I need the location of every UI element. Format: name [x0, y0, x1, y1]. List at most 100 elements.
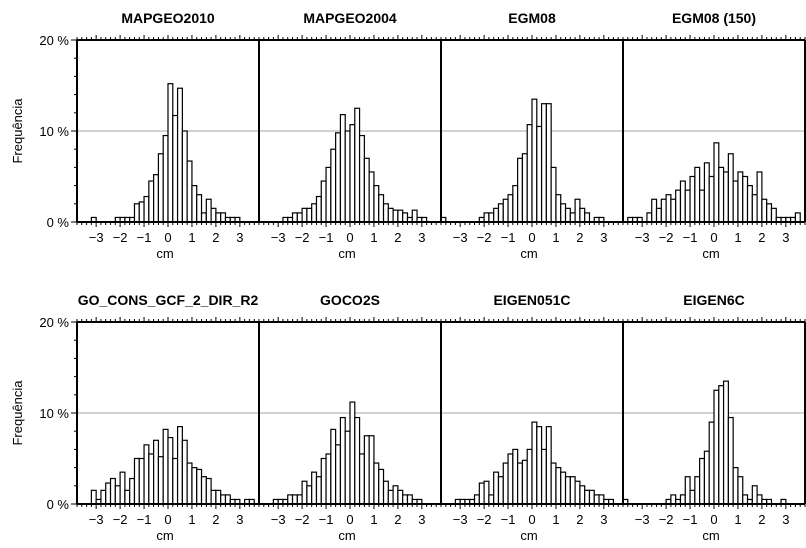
histogram-bar: [215, 489, 222, 505]
histogram-panel: −3 −2 −1 0 1 2 3 cm EIGEN6C: [622, 292, 806, 543]
histogram-bar: [536, 426, 543, 505]
histogram-bar: [315, 195, 322, 223]
x-tick-label: −1: [501, 230, 516, 245]
y-tick-label: 20 %: [39, 33, 69, 48]
panel-title: EGM08 (150): [672, 10, 756, 26]
panel-title: EIGEN6C: [683, 292, 744, 308]
x-tick-label: 0: [710, 512, 717, 527]
histogram-bar: [133, 457, 140, 505]
x-tick-label: −2: [295, 230, 310, 245]
histogram-bar: [488, 212, 495, 223]
histogram-bar: [708, 421, 715, 505]
x-tick-label: −2: [113, 512, 128, 527]
histogram-bar: [737, 476, 744, 505]
histogram-bar: [162, 428, 169, 505]
y-axis-label: Frequência: [10, 98, 25, 164]
histogram-bar: [167, 83, 174, 223]
histogram-bar: [574, 480, 581, 505]
histogram-bar: [133, 203, 140, 223]
histogram-bar: [569, 212, 576, 223]
histogram-bar: [354, 107, 361, 223]
x-tick-label: 3: [236, 230, 243, 245]
histogram-bar: [722, 380, 729, 505]
histogram-bar: [699, 457, 706, 505]
histogram-bar: [378, 468, 385, 505]
histogram-bar: [162, 134, 169, 223]
histogram-bar: [665, 194, 672, 223]
histogram-bar: [186, 462, 193, 505]
histogram-bar: [320, 457, 327, 505]
histogram-bar: [325, 166, 332, 223]
histogram-bar: [718, 166, 725, 223]
histogram-bar: [90, 489, 97, 505]
histogram-bar: [200, 476, 207, 505]
histogram-bar: [512, 448, 519, 505]
histogram-bar: [220, 494, 227, 505]
histogram-bar: [411, 209, 418, 223]
histogram-bar: [727, 153, 734, 223]
histogram-bar: [756, 494, 763, 505]
histogram-bar: [287, 494, 294, 505]
x-tick-label: 1: [370, 230, 377, 245]
histogram-bar: [694, 166, 701, 223]
x-tick-label: 1: [552, 512, 559, 527]
panel-title: EGM08: [508, 10, 556, 26]
histogram-bar: [708, 175, 715, 223]
y-tick-label: 10 %: [39, 406, 69, 421]
x-tick-label: 3: [600, 512, 607, 527]
x-tick-label: −1: [319, 512, 334, 527]
panel-title: EIGEN051C: [493, 292, 570, 308]
x-tick-label: −1: [501, 512, 516, 527]
histogram-bar: [138, 457, 145, 505]
histogram-bar: [555, 467, 562, 505]
histogram-bar: [291, 494, 298, 505]
panel-title: GO_CONS_GCF_2_DIR_R2: [78, 292, 259, 308]
histogram-bar: [483, 212, 490, 223]
x-tick-label: 1: [734, 512, 741, 527]
histogram-bar: [114, 485, 121, 505]
panel-title: GOCO2S: [320, 292, 380, 308]
histogram-bar: [181, 439, 188, 505]
histogram-bar: [679, 180, 686, 223]
histogram-bar: [751, 485, 758, 505]
histogram-bar: [526, 448, 533, 505]
histogram-bar: [531, 421, 538, 505]
x-tick-label: 0: [346, 512, 353, 527]
histogram-bar: [215, 212, 222, 223]
histogram-bar: [497, 203, 504, 223]
histogram-bar: [129, 477, 136, 505]
histogram-bar: [512, 185, 519, 223]
histogram-panel: −3 −2 −1 0 1 2 3 cm EIGEN051C: [440, 292, 624, 543]
histogram-bar: [502, 198, 509, 223]
histogram-panel: −3 −2 −1 0 1 2 3 cm EGM08: [440, 10, 624, 261]
histogram-bar: [143, 444, 150, 505]
y-tick-label: 20 %: [39, 315, 69, 330]
histogram-bar: [191, 467, 198, 505]
histogram-bar: [473, 494, 480, 505]
histogram-bar: [761, 198, 768, 223]
x-tick-label: −1: [137, 230, 152, 245]
histogram-bar: [742, 175, 749, 223]
x-tick-label: −1: [319, 230, 334, 245]
x-tick-label: 2: [394, 512, 401, 527]
histogram-bar: [105, 482, 112, 505]
histogram-bar: [138, 201, 145, 223]
histogram-bar: [205, 477, 212, 505]
histogram-panel: −3 −2 −1 0 1 2 3 cm EGM08 (150): [622, 10, 806, 261]
histogram-bar: [507, 194, 514, 223]
histogram-bar: [382, 480, 389, 505]
histogram-bar: [148, 453, 155, 505]
histogram-bar: [387, 207, 394, 223]
histogram-bar: [358, 134, 365, 223]
x-tick-label: 3: [782, 512, 789, 527]
x-tick-label: 1: [188, 230, 195, 245]
x-tick-label: −2: [659, 512, 674, 527]
x-tick-label: 2: [212, 230, 219, 245]
histogram-bar: [737, 171, 744, 223]
histogram-bar: [172, 114, 179, 223]
histogram-bar: [507, 453, 514, 505]
histogram-bar: [349, 124, 356, 223]
x-tick-label: −3: [89, 512, 104, 527]
histogram-bar: [339, 416, 346, 505]
histogram-bar: [493, 471, 500, 505]
